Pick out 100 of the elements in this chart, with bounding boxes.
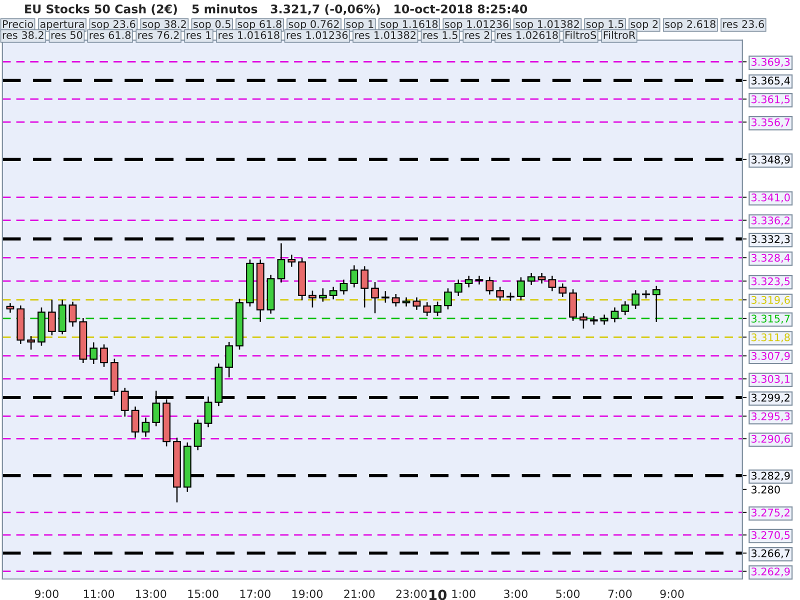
text: sop 1.5 — [586, 20, 624, 30]
x-tick-label: 11:00 — [84, 590, 114, 598]
candlestick — [486, 276, 494, 296]
candlestick — [475, 275, 484, 286]
candlestick — [194, 418, 202, 451]
text: res 23.6 — [723, 20, 764, 28]
y-tick-label: 3.341,0 — [752, 194, 790, 202]
x-tick-label: 7:00 — [608, 590, 632, 598]
candlestick — [610, 306, 619, 323]
text: sop 38.2 — [142, 20, 186, 30]
candlestick — [423, 302, 432, 317]
candlestick — [68, 301, 77, 328]
text: res 1 — [186, 31, 211, 40]
candlestick — [548, 275, 556, 292]
text: sop 1 — [346, 20, 374, 30]
y-tick-label: 3.311,8 — [752, 333, 790, 342]
text: res 1.02618 — [497, 31, 558, 40]
text: sop 1.01236 — [444, 20, 509, 30]
text: res 1.5 — [423, 31, 458, 40]
candlestick — [142, 416, 150, 438]
candlestick — [308, 290, 316, 308]
y-tick-label: 3.361,5 — [752, 95, 790, 104]
candlestick — [496, 286, 504, 302]
y-tick-label: 3.299,2 — [752, 394, 790, 403]
candlestick — [632, 290, 640, 310]
x-tick-label: 23:00 — [396, 590, 427, 598]
text: res 61.8 — [90, 31, 131, 40]
text: Precio — [3, 20, 33, 28]
y-tick-label: 3.275,2 — [752, 508, 790, 518]
y-tick-label: 3.332,3 — [752, 235, 790, 244]
text: FiltroR — [604, 30, 636, 40]
y-tick-label: 3.323,5 — [752, 277, 790, 286]
y-tick-label: 3.365,4 — [752, 76, 790, 86]
text: sop 2 — [630, 20, 658, 30]
text: sop 0.5 — [194, 20, 230, 30]
candlestick — [381, 290, 390, 304]
text: sop 23.6 — [92, 20, 136, 30]
candlestick — [277, 242, 286, 284]
candlestick — [329, 286, 338, 300]
candlestick — [454, 279, 462, 297]
candlestick — [131, 406, 140, 438]
x-tick-label: 21:00 — [344, 590, 375, 598]
text: res 1.01618 — [218, 31, 280, 40]
y-tick-label: 3.295,3 — [752, 412, 790, 422]
y-tick-label: 3.315,7 — [752, 314, 790, 324]
y-tick-label: 3.336,2 — [752, 216, 790, 226]
text: sop 61.8 — [238, 20, 282, 30]
text: res 1.01382 — [355, 31, 416, 40]
x-tick-label: 13:00 — [136, 590, 166, 598]
candlestick — [412, 296, 421, 310]
candlestick — [652, 285, 660, 322]
candlestick — [288, 254, 296, 268]
y-tick-label: 3.262,9 — [752, 568, 790, 577]
candlestick — [27, 336, 36, 350]
candlestick — [392, 293, 400, 308]
text: apertura — [40, 20, 84, 30]
chart-title: EU Stocks 50 Cash (2€) — [25, 4, 177, 15]
text: res 50 — [51, 31, 82, 40]
candlestick — [444, 288, 452, 310]
y-tick-label: 3.307,9 — [752, 352, 790, 361]
y-tick-label: 3.319,6 — [752, 296, 790, 305]
candlestick — [360, 266, 369, 308]
candlestick — [516, 276, 525, 301]
y-tick-label: 3.270,5 — [752, 531, 790, 540]
candlestick — [204, 396, 212, 428]
text: FiltroS — [566, 30, 596, 40]
y-tick-label: 3.303,1 — [752, 375, 790, 384]
text: sop 1.1618 — [380, 20, 438, 30]
candlestick — [402, 296, 410, 308]
candlestick — [569, 288, 577, 322]
x-tick-label: 9:00 — [660, 590, 684, 598]
text: res 2 — [465, 31, 490, 40]
x-tick-label: 15:00 — [188, 590, 218, 598]
y-tick-label: 3.348,9 — [752, 156, 790, 165]
x-tick-label: 9:00 — [34, 590, 58, 598]
y-tick-label: 3.266,7 — [752, 549, 790, 558]
text: res 38.2 — [2, 31, 44, 40]
candlestick — [621, 300, 630, 316]
candlestick — [434, 301, 442, 317]
candlestick — [527, 272, 536, 286]
candlestick — [464, 275, 473, 288]
candlestick — [48, 299, 56, 336]
x-tick-label: 10 — [429, 590, 447, 600]
x-tick-label: 3:00 — [504, 590, 528, 598]
text: sop 2.618 — [665, 20, 716, 30]
candlestick — [350, 264, 358, 288]
candlestick — [340, 279, 348, 296]
text: sop 1.01382 — [516, 20, 579, 30]
candlestick — [371, 281, 379, 314]
x-tick-label: 1:00 — [452, 590, 476, 598]
candlestick — [318, 288, 327, 302]
candlestick — [558, 282, 567, 298]
text: res 76.2 — [138, 31, 179, 40]
x-tick-label: 19:00 — [292, 590, 323, 598]
candlestick — [538, 272, 546, 284]
y-tick-label: 3.328,4 — [752, 254, 790, 263]
y-tick-label: 3.280 — [752, 486, 780, 494]
candlestick — [225, 341, 234, 378]
candlestick — [100, 344, 108, 368]
candlestick — [90, 342, 98, 365]
